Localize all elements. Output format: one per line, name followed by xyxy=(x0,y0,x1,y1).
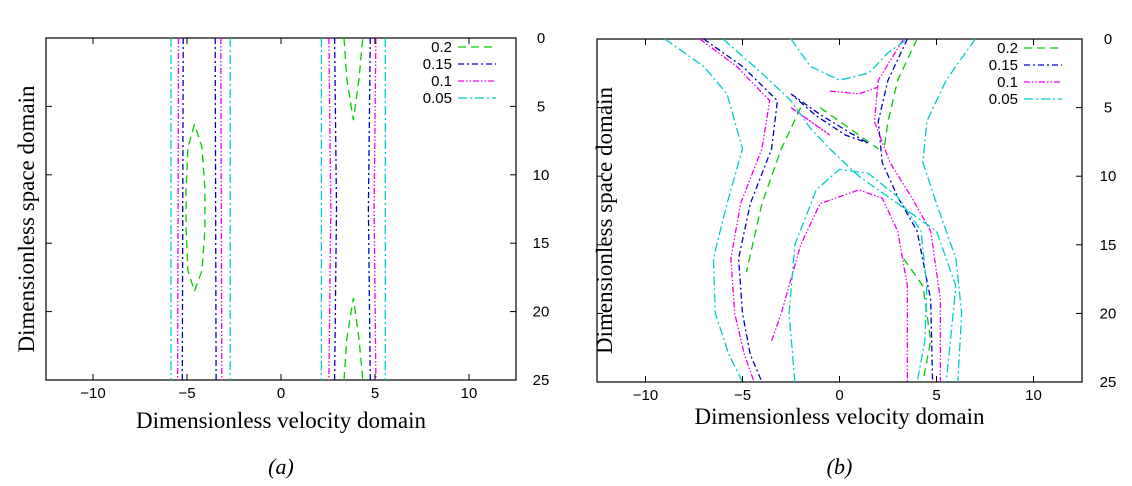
y-tick-label: 5 xyxy=(1104,100,1112,117)
y-tick-label: 20 xyxy=(533,304,550,321)
panel-caption: (b) xyxy=(827,454,853,479)
y-tick-label: 0 xyxy=(1104,31,1112,48)
contour-line-0_15 xyxy=(790,93,869,144)
x-tick-label: 0 xyxy=(835,387,843,404)
contour-line-0_05 xyxy=(664,39,744,382)
y-tick-label: 5 xyxy=(537,98,545,115)
contour-line-0_2 xyxy=(819,107,879,150)
contour-line-0_2 xyxy=(343,297,364,380)
contour-line-0_15 xyxy=(181,38,184,380)
chart-panel-a: −10 −5 0 5 10 0 5 10 15 20 25 0.20.150.10.05 Dime… xyxy=(14,30,549,479)
legend: 0.20.150.10.05 xyxy=(989,40,1062,108)
contour-line-0_15 xyxy=(333,38,338,380)
contour-line-0_1 xyxy=(373,38,377,380)
legend-label: 0.05 xyxy=(989,91,1018,108)
contour-lines xyxy=(170,38,386,380)
contour-line-0_2 xyxy=(883,39,918,149)
x-tick-label: −10 xyxy=(80,385,105,402)
x-axis-label: Dimensionless velocity domain xyxy=(136,408,427,433)
contour-line-0_2 xyxy=(902,258,932,382)
y-tick-label: 15 xyxy=(533,235,550,252)
contour-line-0_2 xyxy=(185,124,206,294)
panel-caption: (a) xyxy=(268,454,294,479)
contour-line-0_05 xyxy=(788,168,928,382)
y-tick-label: 15 xyxy=(1100,237,1117,254)
contour-line-0_05 xyxy=(722,39,957,382)
legend-label: 0.05 xyxy=(423,90,452,107)
chart-panel-b: −10 −5 0 5 10 0 5 10 15 20 25 0.20.150.10.05 Dime… xyxy=(592,31,1116,479)
x-tick-label: 5 xyxy=(932,387,940,404)
legend-label: 0.2 xyxy=(431,39,452,56)
legend-label: 0.15 xyxy=(423,56,452,73)
x-tick-label: 10 xyxy=(1025,387,1042,404)
y-tick-label: 10 xyxy=(1100,168,1117,185)
y-axis-label: Dimensionless space domain xyxy=(592,87,617,355)
legend-label: 0.1 xyxy=(431,73,452,90)
y-axis-ticks: 0 5 10 15 20 25 xyxy=(46,30,549,389)
y-tick-label: 25 xyxy=(1100,374,1117,391)
x-tick-label: −10 xyxy=(633,387,658,404)
legend-label: 0.2 xyxy=(997,40,1018,57)
x-axis-label: Dimensionless velocity domain xyxy=(694,404,985,429)
contour-line-0_2 xyxy=(343,38,364,121)
contour-line-0_1 xyxy=(176,38,180,380)
x-axis-ticks: −10 −5 0 5 10 xyxy=(633,39,1042,404)
x-tick-label: 10 xyxy=(461,385,478,402)
x-tick-label: −5 xyxy=(734,387,751,404)
contour-line-0_1 xyxy=(220,38,223,380)
contour-line-0_1 xyxy=(829,86,879,95)
contour-lines xyxy=(664,39,976,382)
legend: 0.20.150.10.05 xyxy=(423,39,496,107)
legend-label: 0.15 xyxy=(989,57,1018,74)
contour-line-0_15 xyxy=(214,38,217,380)
contour-line-0_15 xyxy=(703,39,779,382)
contour-line-0_1 xyxy=(328,38,332,380)
contour-line-0_1 xyxy=(699,39,771,382)
legend-label: 0.1 xyxy=(997,74,1018,91)
x-axis-ticks: −10 −5 0 5 10 xyxy=(80,38,477,402)
contour-line-0_15 xyxy=(367,38,371,380)
x-tick-label: −5 xyxy=(178,385,195,402)
contour-line-0_05 xyxy=(790,39,908,81)
y-tick-label: 20 xyxy=(1100,305,1117,322)
x-tick-label: 5 xyxy=(371,385,379,402)
contour-line-0_1 xyxy=(770,189,909,382)
contour-line-0_1 xyxy=(873,39,942,382)
y-tick-label: 25 xyxy=(533,372,550,389)
x-tick-label: 0 xyxy=(277,385,285,402)
y-axis-ticks: 0 5 10 15 20 25 xyxy=(597,31,1116,391)
y-axis-label: Dimensionless space domain xyxy=(14,85,39,353)
y-tick-label: 10 xyxy=(533,167,550,184)
contour-line-0_15 xyxy=(877,39,934,382)
contour-line-0_05 xyxy=(922,39,976,382)
y-tick-label: 0 xyxy=(537,30,545,47)
